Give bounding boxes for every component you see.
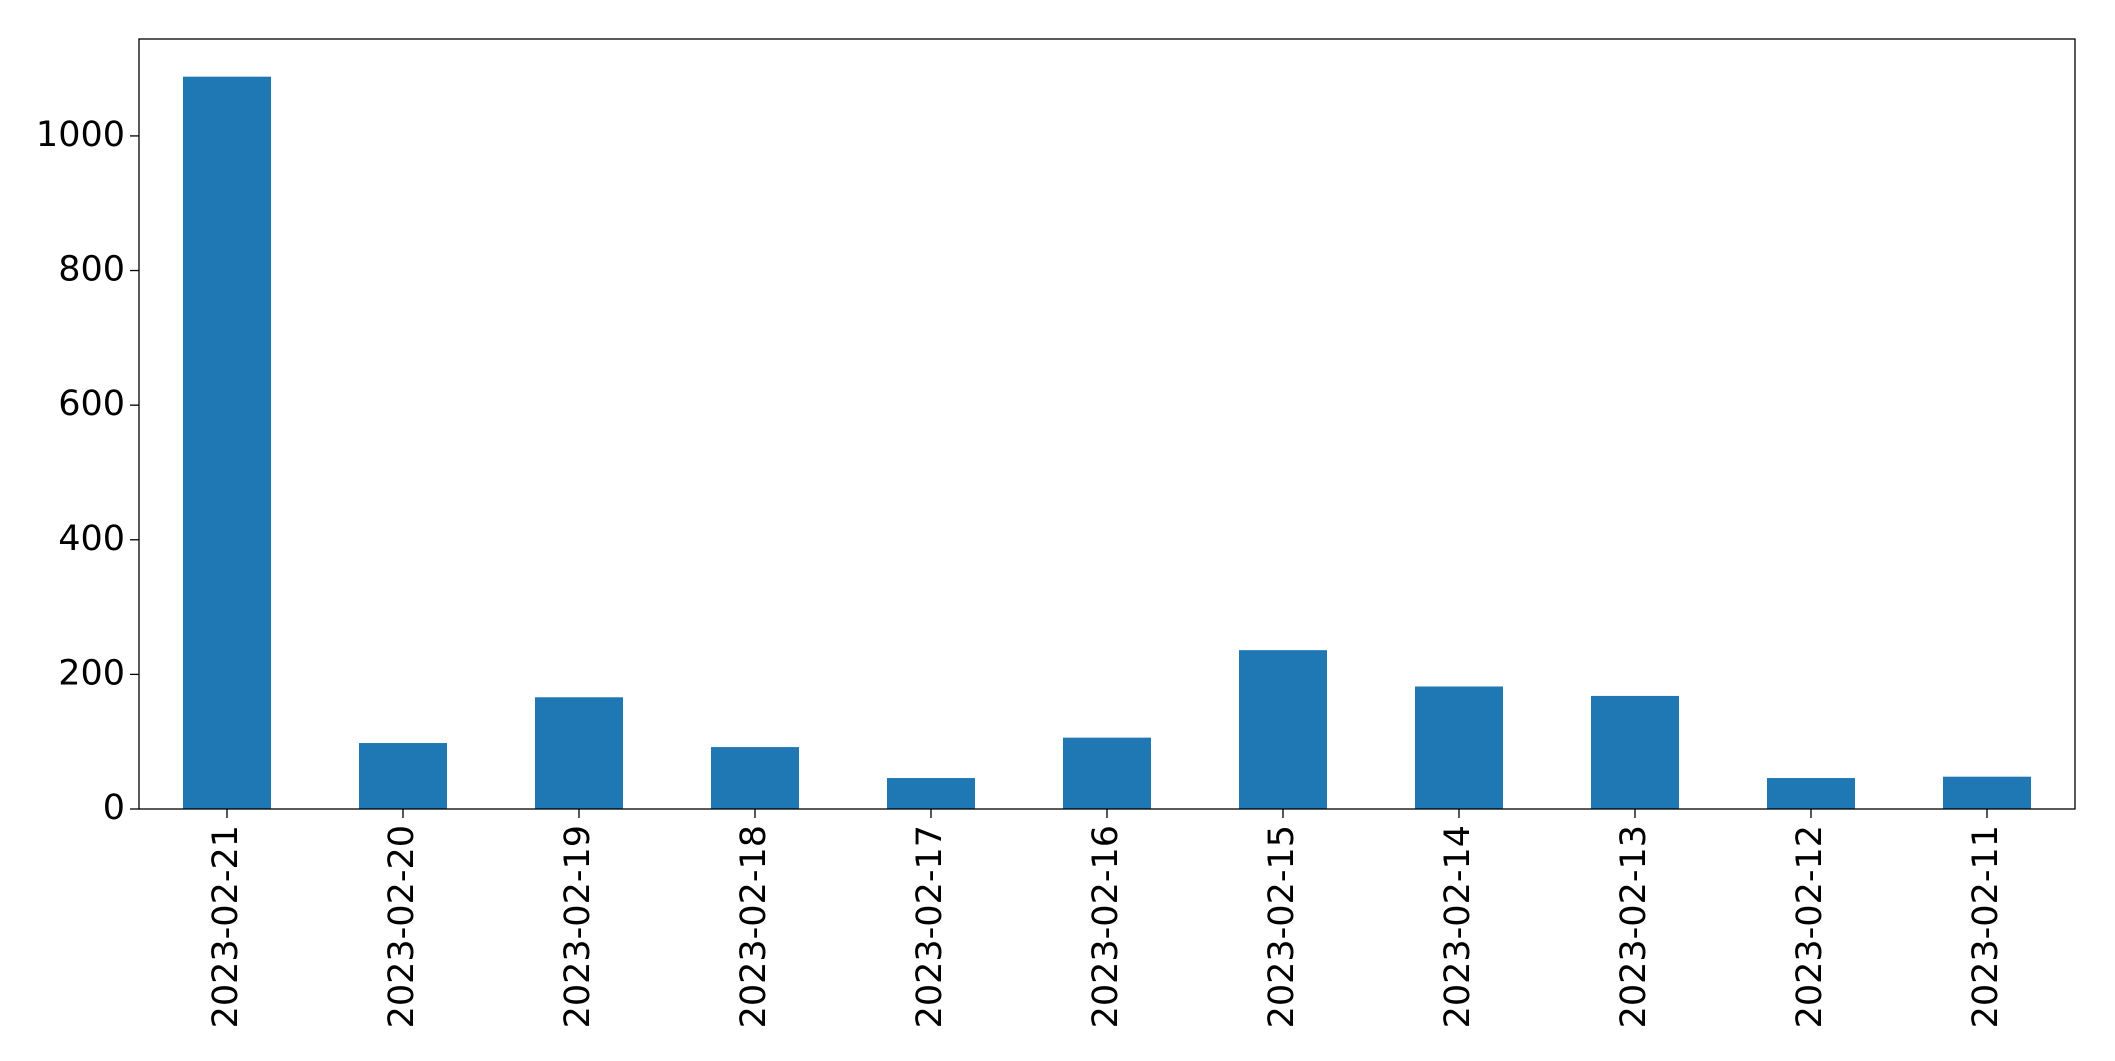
x-tick-label: 2023-02-16 [1086,825,1126,1028]
bar [1239,650,1327,809]
bar [359,743,447,809]
x-tick-label: 2023-02-15 [1262,825,1302,1028]
x-tick-label: 2023-02-21 [206,825,246,1028]
x-tick-label: 2023-02-13 [1614,825,1654,1028]
bar [183,76,271,809]
x-tick-label: 2023-02-19 [558,825,598,1028]
bar [1943,776,2031,809]
y-tick-label: 400 [58,519,125,559]
y-tick-label: 800 [58,250,125,290]
x-tick-label: 2023-02-17 [910,825,950,1028]
y-tick-label: 1000 [36,115,125,155]
bar [1063,737,1151,809]
x-tick-label: 2023-02-12 [1790,825,1830,1028]
y-tick-label: 200 [58,653,125,693]
y-tick-label: 600 [58,384,125,424]
bar [887,778,975,809]
bar [1591,695,1679,809]
bar [535,697,623,809]
y-tick-label: 0 [103,788,125,828]
bar [1767,778,1855,809]
bar [711,747,799,809]
bar [1415,686,1503,809]
x-tick-label: 2023-02-14 [1438,825,1478,1028]
x-tick-label: 2023-02-20 [382,825,422,1028]
x-tick-label: 2023-02-11 [1966,825,2006,1028]
plot-frame [138,38,2076,810]
x-tick-label: 2023-02-18 [734,825,774,1028]
